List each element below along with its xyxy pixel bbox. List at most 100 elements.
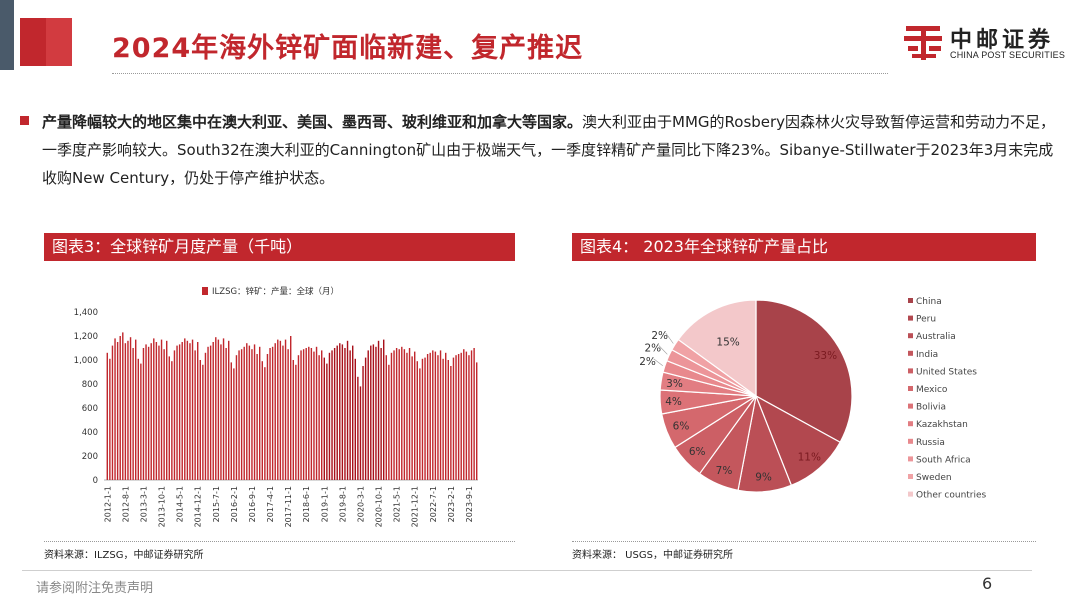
pie-legend-label: Australia (916, 332, 956, 342)
pie-legend-swatch (908, 333, 913, 339)
x-tick-label: 2023-9-1 (465, 486, 474, 522)
pie-legend-swatch (908, 386, 913, 391)
bar (455, 355, 457, 480)
bar (127, 340, 129, 480)
bar (114, 338, 116, 480)
bar (331, 350, 333, 480)
bar (346, 340, 349, 480)
pie-leader-line (658, 345, 668, 355)
bar (186, 340, 189, 480)
bar (416, 361, 418, 480)
bar (364, 357, 367, 480)
chart4-header: 图表4： 2023年全球锌矿产量占比 (572, 233, 1036, 261)
bar (321, 350, 323, 480)
bar (403, 349, 406, 480)
pie-legend-swatch (908, 368, 913, 374)
bar (411, 356, 413, 480)
bullet-text: 产量降幅较大的地区集中在澳大利亚、美国、墨西哥、玻利维亚和加拿大等国家。澳大利亚… (42, 108, 1060, 192)
bar (473, 348, 475, 480)
bar (292, 360, 294, 480)
bar (145, 344, 147, 480)
bar (349, 350, 351, 480)
bar (442, 358, 444, 480)
bar (383, 339, 385, 480)
bar (333, 348, 336, 480)
pie-legend-swatch (908, 350, 913, 356)
china-post-logo-icon (904, 26, 942, 60)
chart4-source: 资料来源： USGS，中邮证券研究所 (572, 550, 733, 561)
bar (271, 346, 274, 480)
y-tick-label: 1,200 (74, 332, 98, 342)
bar (147, 346, 150, 480)
bar (336, 345, 338, 480)
bar (408, 348, 411, 480)
bar (173, 350, 176, 480)
pie-legend-label: Bolivia (916, 403, 946, 413)
bar (370, 345, 372, 480)
pie-legend-swatch (908, 491, 913, 497)
source-divider-right (572, 541, 1036, 542)
bar (109, 358, 111, 480)
bar (406, 352, 408, 480)
bar (401, 346, 403, 480)
bar (191, 339, 194, 480)
bar (323, 357, 325, 480)
pie-data-labels: 33%11%9%7%6%6%4%3%2%2%2%15% (639, 330, 837, 483)
bar (230, 362, 232, 480)
bar (119, 336, 121, 480)
chart3-source: 资料来源：ILZSG，中邮证券研究所 (44, 550, 204, 561)
x-tick-label: 2017-11-1 (284, 486, 293, 527)
pie-data-label: 9% (755, 471, 772, 483)
summary-bullet: 产量降幅较大的地区集中在澳大利亚、美国、墨西哥、玻利维亚和加拿大等国家。澳大利亚… (20, 108, 1060, 192)
pie-data-label: 33% (814, 350, 837, 362)
x-tick-label: 2019-8-1 (338, 486, 347, 522)
bar (357, 376, 359, 480)
bar (259, 346, 261, 480)
pie-data-label: 2% (651, 330, 668, 342)
y-tick-label: 800 (82, 380, 98, 390)
pie-leader-line (665, 332, 674, 344)
pie-data-label: 4% (665, 396, 682, 408)
title-divider (112, 73, 888, 74)
bullet-square-icon (20, 116, 29, 125)
pie-data-label: 15% (716, 336, 739, 348)
bar (310, 348, 313, 480)
bar (341, 344, 344, 480)
bar (439, 350, 442, 480)
bar (248, 345, 251, 480)
footer-divider (22, 570, 1032, 571)
bar (388, 364, 390, 480)
pie-slice-other-countries (677, 299, 757, 398)
bar (377, 340, 380, 480)
bar (434, 351, 437, 480)
bar (168, 356, 170, 480)
bar (132, 348, 134, 480)
pie-data-label: 7% (716, 465, 733, 477)
bar (465, 351, 468, 480)
bar (315, 346, 318, 480)
pie-legend-swatch (908, 298, 913, 303)
bar (106, 352, 108, 480)
bar (204, 352, 207, 480)
pie-legend-label: Peru (916, 315, 936, 325)
pie-legend-label: Other countries (916, 491, 987, 501)
bar (414, 351, 416, 480)
bar (261, 361, 263, 480)
bar (460, 352, 462, 480)
x-tick-label: 2023-2-1 (447, 486, 456, 522)
bar (222, 338, 225, 480)
y-tick-label: 400 (82, 428, 98, 438)
bar-legend: ILZSG：锌矿：产量：全球（月） (202, 286, 339, 297)
bar (398, 349, 400, 480)
pie-data-label: 11% (798, 452, 821, 464)
pie-legend-label: Sweden (916, 473, 952, 483)
bar (274, 343, 276, 480)
bar-series (106, 332, 478, 480)
pie-legend-label: United States (916, 367, 977, 377)
bar (277, 339, 279, 480)
pie-legend-label: Kazakhstan (916, 420, 968, 430)
bar (295, 364, 297, 480)
bar (426, 354, 429, 480)
bar (269, 348, 271, 480)
bar (432, 350, 434, 480)
